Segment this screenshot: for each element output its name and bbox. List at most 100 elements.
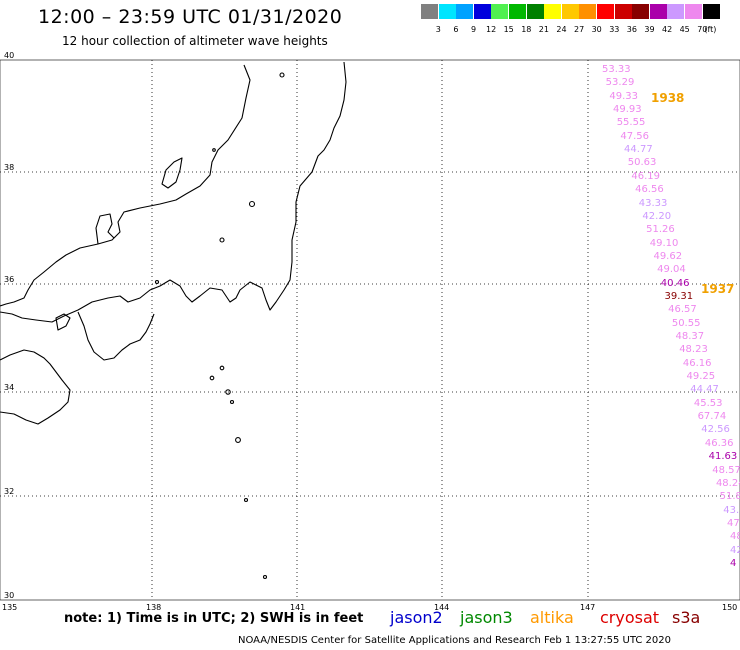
islet bbox=[229, 399, 235, 405]
legend-swatch bbox=[438, 4, 456, 19]
latitude-label: 38 bbox=[4, 163, 15, 172]
wave-height-value: 42.20 bbox=[642, 210, 672, 222]
legend-swatch bbox=[667, 4, 685, 19]
island-sado bbox=[161, 157, 183, 189]
wave-height-value: 49.04 bbox=[657, 264, 686, 276]
satellite-altika-label: altika bbox=[530, 608, 574, 627]
wave-height-value: 40.46 bbox=[660, 277, 690, 289]
wave-height-track: 53.33 53.29 49.33 49.93 55.55 47.56 44.77 50.63… bbox=[602, 64, 740, 569]
wave-height-value: 46.36 bbox=[704, 437, 734, 449]
legend-swatch bbox=[491, 4, 509, 19]
wave-height-value: 39.31 bbox=[664, 290, 694, 302]
wave-height-value: 43.33 bbox=[638, 197, 668, 209]
wave-height-value: 4 bbox=[730, 558, 737, 569]
islet bbox=[219, 237, 225, 243]
wave-height-value: 50.55 bbox=[671, 317, 701, 329]
wave-height-value: 49.62 bbox=[653, 250, 683, 262]
legend-label: 27 bbox=[574, 25, 585, 34]
wave-height-value: 49.25 bbox=[686, 371, 716, 383]
longitude-label: 141 bbox=[290, 603, 306, 612]
wave-height-value: 46.57 bbox=[668, 304, 697, 316]
legend-swatch bbox=[509, 4, 526, 19]
longitude-label: 144 bbox=[434, 603, 450, 612]
legend-swatch bbox=[456, 4, 474, 19]
wave-height-value: 44.47 bbox=[690, 384, 719, 396]
legend-label: 39 bbox=[644, 25, 655, 34]
wave-height-value: 47.56 bbox=[620, 130, 650, 142]
graticule bbox=[0, 60, 740, 600]
legend-swatch bbox=[544, 4, 562, 19]
coastline-shikoku bbox=[0, 349, 71, 425]
wave-height-value: 48.23 bbox=[679, 344, 708, 356]
satellite-cryosat-label: cryosat bbox=[600, 608, 660, 627]
legend-label: 9 bbox=[470, 25, 477, 34]
islet bbox=[225, 389, 231, 395]
longitude-label: 150 bbox=[722, 603, 738, 612]
islet bbox=[262, 574, 268, 580]
wave-height-value: 48 bbox=[730, 531, 740, 543]
wave-height-value: 48.57 bbox=[712, 464, 740, 476]
longitude-label: 138 bbox=[146, 603, 162, 612]
legend-swatch bbox=[685, 4, 702, 19]
legend-swatch bbox=[649, 4, 667, 19]
island-awaji bbox=[55, 313, 71, 331]
legend-swatch bbox=[702, 4, 720, 19]
wave-height-value: 53.29 bbox=[605, 77, 635, 89]
islet bbox=[243, 497, 249, 503]
wave-height-value: 44.77 bbox=[624, 144, 653, 156]
legend-label: 21 bbox=[538, 25, 549, 34]
legend-label: 42 bbox=[662, 25, 673, 34]
wave-height-value: 67.74 bbox=[697, 411, 727, 423]
wave-height-value: 46.19 bbox=[631, 170, 661, 182]
legend-label: 33 bbox=[609, 25, 620, 34]
satellite-s3a-label: s3a bbox=[672, 608, 701, 627]
legend-label: 24 bbox=[556, 25, 567, 34]
legend-swatch bbox=[526, 4, 544, 19]
satellite-jason3-label: jason3 bbox=[460, 608, 513, 627]
legend-label: 3 bbox=[435, 25, 441, 34]
wave-height-value: 55.55 bbox=[616, 117, 646, 129]
latitude-label: 32 bbox=[4, 487, 15, 496]
wave-height-value: 49.10 bbox=[649, 237, 679, 249]
credit-line: NOAA/NESDIS Center for Satellite Applica… bbox=[238, 635, 671, 646]
wave-height-value: 41.63 bbox=[708, 451, 738, 463]
longitude-label: 135 bbox=[2, 603, 18, 612]
wave-height-value: 49.33 bbox=[609, 90, 638, 102]
wave-height-value: 47. bbox=[726, 517, 740, 529]
legend-swatch bbox=[579, 4, 597, 19]
map-frame bbox=[0, 59, 740, 601]
footer-note: note: 1) Time is in UTC; 2) SWH is in fe… bbox=[64, 611, 364, 626]
legend-label: 12 bbox=[486, 25, 497, 34]
wave-height-value: 50.63 bbox=[627, 157, 657, 169]
latitude-label: 40 bbox=[4, 51, 15, 60]
wave-height-value: 46.16 bbox=[682, 357, 712, 369]
wave-height-value: 51.26 bbox=[646, 224, 675, 236]
coastline-noto bbox=[95, 213, 115, 245]
wave-height-value: 48.24 bbox=[715, 477, 740, 489]
islet bbox=[212, 148, 216, 152]
satellite-jason2-label: jason2 bbox=[390, 608, 443, 627]
legend-label: 18 bbox=[521, 25, 532, 34]
islet bbox=[154, 279, 160, 285]
legend-label: 6 bbox=[453, 25, 459, 34]
islet bbox=[209, 375, 215, 381]
legend-swatch bbox=[421, 4, 438, 19]
wave-height-value: 42 bbox=[730, 544, 740, 556]
legend-swatch bbox=[597, 4, 614, 19]
pass-label: 1937 bbox=[701, 282, 735, 296]
legend-label: 15 bbox=[503, 25, 514, 34]
coastline-japan bbox=[0, 61, 347, 580]
legend-swatch bbox=[473, 4, 491, 19]
wave-height-value: 42.56 bbox=[701, 424, 730, 436]
legend-unit: (ft) bbox=[704, 25, 717, 34]
islet bbox=[279, 72, 285, 78]
islet bbox=[219, 365, 225, 371]
wave-height-value: 53.33 bbox=[602, 64, 631, 75]
islet bbox=[248, 200, 256, 208]
latitude-label: 36 bbox=[4, 275, 15, 284]
wave-height-value: 48.37 bbox=[675, 331, 705, 343]
wave-height-value: 45.53 bbox=[693, 397, 723, 409]
islet bbox=[235, 437, 241, 443]
latitude-label: 34 bbox=[4, 383, 15, 392]
